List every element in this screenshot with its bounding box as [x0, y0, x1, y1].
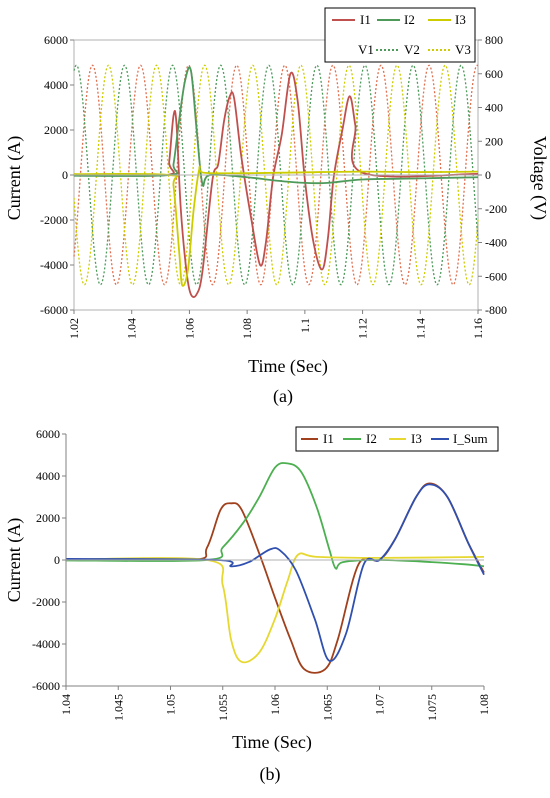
legend-a-i3-label: I3: [455, 12, 466, 27]
chart-a-axes-layer: 6000400020000-2000-4000-6000800600400200…: [40, 33, 507, 339]
chart-a-xlabel: Time (Sec): [248, 356, 328, 377]
chart-a-series-i3: [73, 165, 479, 287]
chart-b-xtick-label: 1.06: [268, 694, 282, 715]
chart-b-xtick-label: 1.045: [111, 694, 125, 721]
chart-b-ytick-label: -6000: [32, 679, 60, 693]
legend-a-v3-label: V3: [455, 42, 471, 57]
chart-a-y2tick-label: -400: [485, 236, 507, 250]
chart-b-xtick-label: 1.065: [320, 694, 334, 721]
chart-a-series-i2: [73, 66, 479, 187]
chart-a-y2tick-label: -600: [485, 269, 507, 283]
chart-a-series-v3: [73, 64, 479, 286]
chart-b-ytick-label: 6000: [36, 427, 60, 441]
chart-a-ytick-label: 6000: [44, 33, 68, 47]
chart-a-y2tick-label: 800: [485, 33, 503, 47]
chart-b-ytick-label: 4000: [36, 469, 60, 483]
legend-a-v1-label: V1: [358, 42, 374, 57]
chart-a-ytick-label: 2000: [44, 123, 68, 137]
legend-b-isum-label: I_Sum: [453, 431, 488, 446]
chart-a-ytick-label: 0: [62, 168, 68, 182]
chart-a-xtick-label: 1.06: [182, 318, 196, 339]
chart-b-xtick-label: 1.07: [373, 694, 387, 715]
chart-b-legend: I1 I2 I3 I_Sum: [295, 426, 499, 452]
chart-b-xtick-label: 1.04: [59, 694, 73, 715]
chart-b-ytick-label: -4000: [32, 637, 60, 651]
chart-b-series-i1: [65, 482, 485, 674]
chart-a-xtick-label: 1.04: [125, 318, 139, 339]
chart-a-xtick-label: 1.14: [413, 318, 427, 339]
legend-b-i2-label: I2: [366, 431, 377, 446]
chart-b-ytick-label: -2000: [32, 595, 60, 609]
chart-a-ytick-label: -2000: [40, 213, 68, 227]
chart-b-xtick-label: 1.08: [477, 694, 491, 715]
chart-a-ytick-label: 4000: [44, 78, 68, 92]
chart-b-ytick-label: 2000: [36, 511, 60, 525]
chart-a-y2tick-label: -200: [485, 202, 507, 216]
legend-b-i1-label: I1: [323, 431, 334, 446]
chart-b-xlabel: Time (Sec): [232, 732, 312, 753]
chart-a-ylabel: Current (A): [4, 136, 25, 220]
caption-a: (a): [273, 386, 293, 407]
legend-b-i3-label: I3: [411, 431, 422, 446]
chart-a-xtick-label: 1.02: [67, 318, 81, 339]
chart-a-series-v1: [73, 64, 479, 286]
legend-a-i1-label: I1: [360, 12, 371, 27]
chart-a-y2tick-label: 400: [485, 101, 503, 115]
chart-a-ytick-label: -6000: [40, 303, 68, 317]
chart-a-ytick-label: -4000: [40, 258, 68, 272]
chart-b-series-i2: [65, 462, 485, 570]
caption-b: (b): [260, 764, 281, 785]
chart-b-ylabel: Current (A): [4, 518, 25, 602]
chart-b-xtick-label: 1.05: [164, 694, 178, 715]
chart-a-y2tick-label: 600: [485, 67, 503, 81]
legend-a-v2-label: V2: [404, 42, 420, 57]
legend-a-i2-label: I2: [404, 12, 415, 27]
chart-b-series-layer: [65, 462, 485, 674]
chart-a-y2tick-label: -800: [485, 303, 507, 317]
chart-a-series-layer: [73, 64, 479, 298]
chart-b-xtick-label: 1.055: [216, 694, 230, 721]
chart-a-xtick-label: 1.16: [471, 318, 485, 339]
chart-a-xtick-label: 1.1: [298, 318, 312, 333]
chart-a-series-v2: [73, 64, 479, 286]
chart-a-xtick-label: 1.08: [240, 318, 254, 339]
chart-a-y2label: Voltage (V): [529, 136, 550, 220]
chart-a-y2tick-label: 0: [485, 168, 491, 182]
chart-a-y2tick-label: 200: [485, 134, 503, 148]
chart-a-series-i1: [73, 71, 479, 298]
chart-a-legend: I1 I2 I3 V1 V2 V3: [324, 7, 476, 63]
chart-b-xtick-label: 1.075: [425, 694, 439, 721]
chart-a-xtick-label: 1.12: [356, 318, 370, 339]
chart-b-ytick-label: 0: [54, 553, 60, 567]
chart-b-series-i_sum: [65, 483, 485, 662]
chart-b-series-i3: [65, 552, 485, 664]
